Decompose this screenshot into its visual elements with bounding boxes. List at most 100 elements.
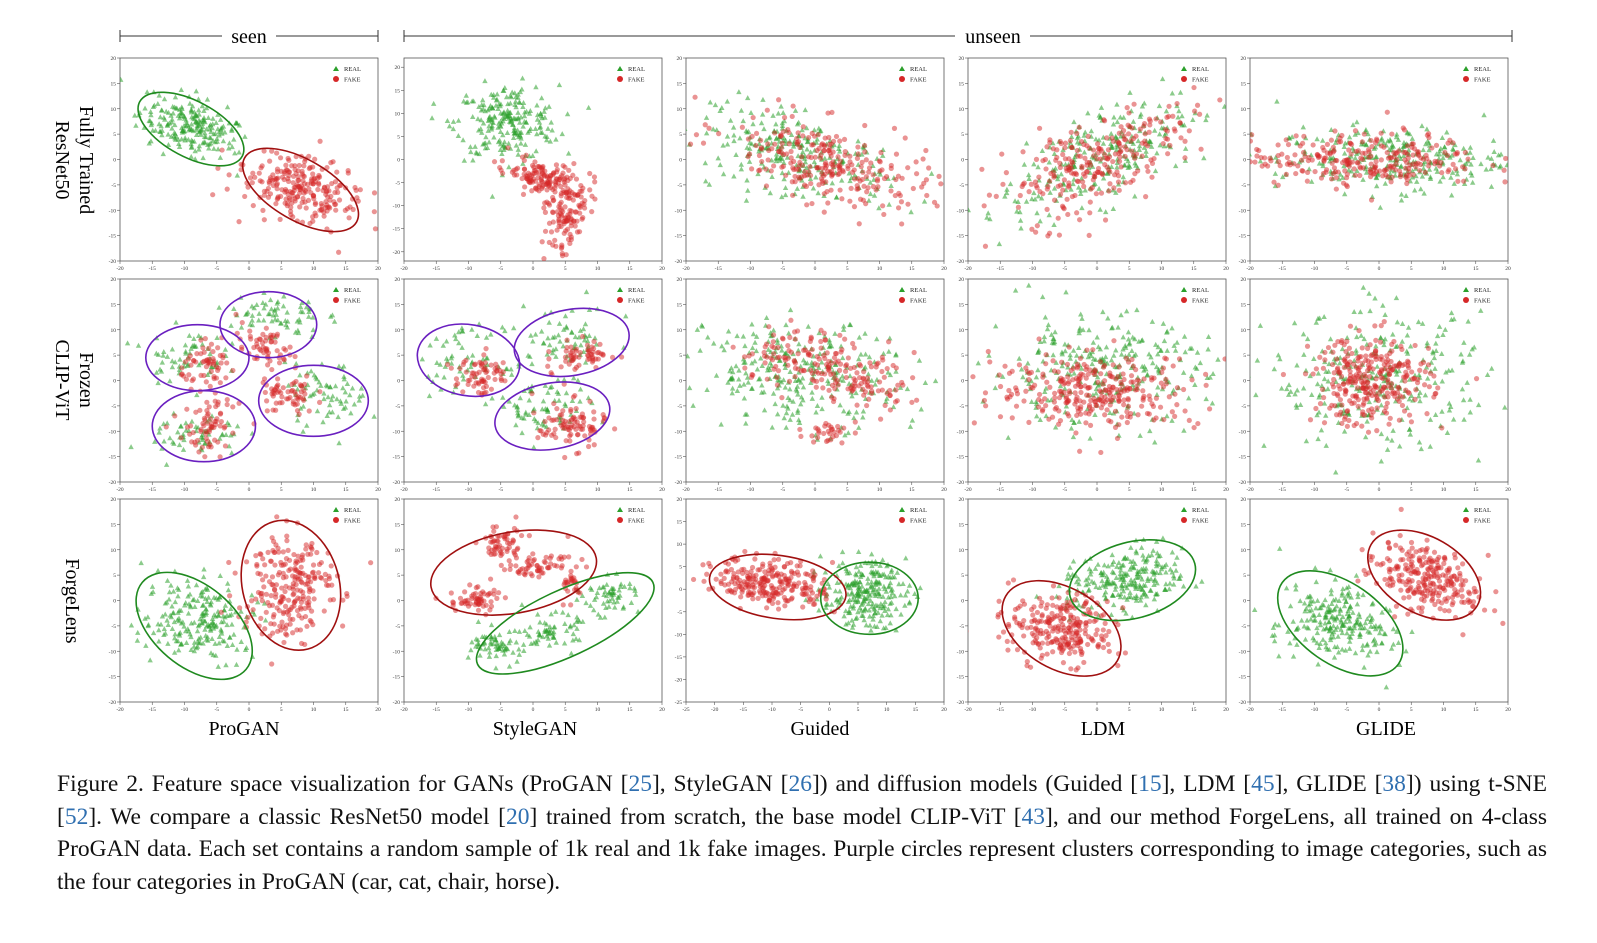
real-point — [263, 301, 269, 307]
real-point — [442, 363, 448, 369]
real-point — [234, 423, 241, 429]
fake-point — [336, 249, 342, 255]
real-point — [1070, 434, 1077, 440]
fake-point — [1354, 160, 1360, 166]
real-point — [742, 343, 748, 349]
fake-point — [1113, 376, 1119, 382]
fake-point — [1384, 109, 1390, 115]
real-point — [714, 127, 720, 133]
real-point — [1094, 334, 1100, 340]
fake-point — [841, 425, 847, 431]
real-point — [321, 390, 327, 396]
real-point — [493, 102, 499, 108]
fake-point — [1064, 196, 1070, 202]
real-point — [1319, 137, 1326, 143]
real-point — [172, 94, 179, 100]
x-tick-label: 15 — [1473, 266, 1479, 272]
real-point — [151, 102, 158, 108]
fake-point — [1222, 356, 1226, 362]
fake-point — [551, 431, 557, 437]
fake-point — [1406, 172, 1412, 179]
real-point — [1444, 129, 1450, 135]
real-point — [761, 407, 768, 413]
real-point — [215, 111, 221, 117]
fake-point — [290, 180, 296, 186]
fake-point — [457, 365, 463, 372]
real-point — [515, 91, 521, 97]
real-point — [159, 107, 165, 113]
legend-real-label: REAL — [628, 66, 645, 73]
fake-point — [851, 386, 857, 392]
fake-point — [1283, 171, 1289, 177]
legend-fake-marker — [1181, 297, 1187, 303]
y-tick-label: 20 — [959, 277, 965, 283]
real-point — [1372, 144, 1379, 150]
real-point — [496, 137, 503, 143]
fake-point — [203, 430, 209, 437]
real-point — [531, 444, 537, 450]
fake-point — [1084, 347, 1090, 353]
fake-point — [1074, 178, 1081, 184]
real-point — [782, 185, 789, 191]
real-point — [546, 319, 552, 325]
fake-point — [558, 193, 564, 199]
fake-point — [1304, 178, 1310, 184]
real-point — [749, 345, 756, 351]
fake-point — [1057, 191, 1064, 197]
fake-point — [260, 207, 266, 213]
real-point — [1485, 154, 1491, 160]
real-point — [702, 160, 709, 166]
fake-point — [1026, 419, 1032, 425]
real-point — [676, 119, 681, 124]
fake-point — [317, 389, 323, 395]
fake-point — [558, 223, 564, 230]
real-point — [268, 306, 275, 312]
fake-point — [851, 204, 858, 210]
real-point — [542, 105, 549, 111]
y-tick-label: 15 — [111, 302, 117, 308]
real-point — [1194, 349, 1201, 355]
real-point — [176, 442, 183, 448]
fake-point — [1047, 178, 1053, 184]
real-point — [782, 137, 789, 143]
real-point — [297, 304, 304, 310]
real-point — [547, 138, 553, 144]
real-point — [1387, 138, 1394, 144]
y-tick-label: -15 — [957, 455, 965, 461]
x-tick-label: -15 — [149, 487, 157, 493]
fake-point — [766, 147, 772, 154]
real-point — [207, 135, 214, 141]
fake-point — [249, 180, 255, 186]
fake-point — [300, 178, 306, 184]
fake-point — [753, 130, 760, 137]
real-point — [485, 118, 492, 124]
fake-point — [1401, 127, 1408, 133]
real-point — [1467, 149, 1473, 155]
fake-point — [848, 185, 854, 191]
real-point — [1012, 198, 1018, 204]
real-point — [206, 145, 212, 151]
fake-point — [914, 171, 920, 177]
real-point — [242, 133, 248, 139]
real-point — [1097, 346, 1104, 352]
real-point — [928, 170, 935, 176]
y-tick-label: 20 — [395, 277, 401, 283]
real-point — [839, 177, 845, 183]
real-point — [556, 82, 563, 88]
y-tick-label: -5 — [111, 404, 116, 410]
y-tick-label: -20 — [675, 480, 683, 486]
fake-point — [1446, 167, 1452, 173]
real-point — [523, 411, 529, 417]
real-point — [724, 98, 731, 104]
category-cluster-ellipse — [416, 323, 521, 398]
fake-point — [1169, 409, 1175, 415]
fake-point — [899, 379, 905, 386]
y-tick-label: 5 — [1243, 353, 1246, 359]
points — [968, 282, 1226, 456]
real-point — [1441, 144, 1448, 150]
real-point — [549, 350, 556, 356]
real-point — [1452, 142, 1458, 148]
real-point — [1144, 372, 1150, 378]
fake-point — [1118, 124, 1124, 130]
